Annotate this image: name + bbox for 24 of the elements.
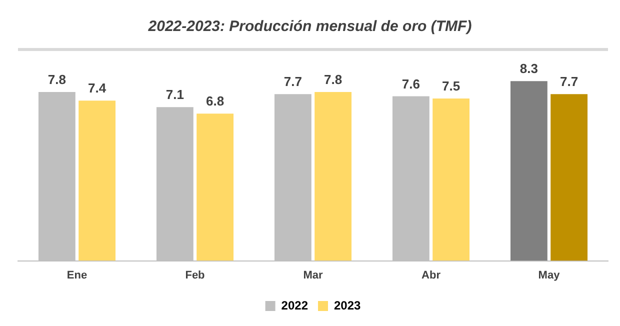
data-label: 7.8 (324, 72, 342, 88)
data-label: 6.8 (206, 94, 224, 109)
data-label: 7.5 (442, 78, 460, 94)
data-label: 8.3 (520, 61, 538, 76)
data-label: 7.6 (402, 76, 420, 92)
data-label: 7.4 (88, 80, 107, 96)
data-label: 7.7 (560, 74, 578, 90)
data-label: 7.8 (48, 72, 66, 88)
chart-title: 2022-2023: Producción mensual de oro (TMF) (147, 18, 473, 35)
x-tick-label: May (538, 269, 561, 282)
bar (550, 94, 588, 261)
legend-label: 2023 (334, 298, 362, 312)
bar (196, 114, 234, 261)
x-tick-label: Feb (185, 269, 206, 282)
x-tick-label: Abr (422, 269, 442, 282)
bar (78, 100, 116, 261)
x-tick-label: Mar (303, 269, 324, 282)
bar (314, 92, 352, 261)
legend-label: 2022 (281, 298, 308, 312)
x-tick-label: Ene (66, 269, 88, 282)
bar (432, 98, 470, 261)
data-label: 7.1 (166, 87, 184, 102)
bar (510, 81, 548, 261)
data-label: 7.7 (284, 74, 302, 90)
